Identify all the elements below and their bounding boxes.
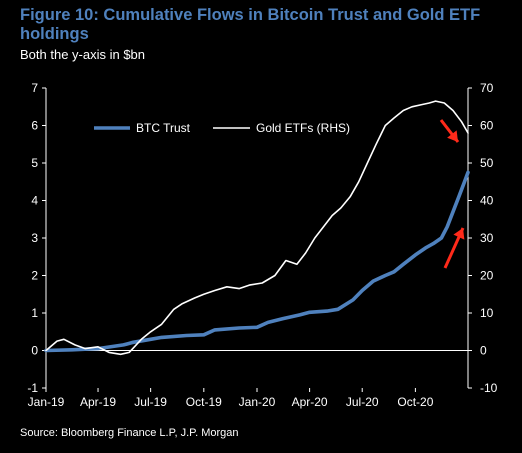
y-right-tick-label: 50 (480, 156, 494, 170)
y-right-tick-label: -10 (480, 381, 498, 395)
y-left-tick-label: 5 (31, 156, 38, 170)
chart-subtitle: Both the y-axis in $bn (20, 47, 146, 62)
x-tick-label: Oct-19 (186, 395, 222, 409)
x-tick-label: Jan-20 (239, 395, 276, 409)
y-left-tick-label: 6 (31, 119, 38, 133)
x-tick-label: Apr-19 (80, 395, 116, 409)
legend-label-btc: BTC Trust (136, 121, 191, 135)
y-left-tick-label: -1 (27, 381, 38, 395)
y-right-tick-label: 0 (480, 344, 487, 358)
x-tick-label: Apr-20 (292, 395, 328, 409)
legend-label-gold: Gold ETFs (RHS) (256, 121, 350, 135)
y-right-tick-label: 70 (480, 81, 494, 95)
arrow-gold-decline-head (447, 130, 458, 142)
y-left-tick-label: 4 (31, 194, 38, 208)
x-tick-label: Jul-19 (134, 395, 167, 409)
x-tick-label: Jul-20 (346, 395, 379, 409)
y-right-tick-label: 60 (480, 119, 494, 133)
source-note: Source: Bloomberg Finance L.P, J.P. Morg… (20, 427, 239, 439)
x-tick-label: Jan-19 (28, 395, 65, 409)
y-left-tick-label: 2 (31, 269, 38, 283)
y-right-tick-label: 30 (480, 231, 494, 245)
btc-trust-series-line (44, 170, 470, 353)
gold-etf-series-line (45, 100, 469, 356)
arrow-btc-rise-head (453, 228, 465, 240)
y-left-tick-label: 0 (31, 344, 38, 358)
x-tick-label: Oct-20 (397, 395, 433, 409)
y-left-tick-label: 3 (31, 231, 38, 245)
chart-title: Figure 10: Cumulative Flows in Bitcoin T… (20, 6, 481, 43)
y-left-tick-label: 1 (31, 306, 38, 320)
y-right-tick-label: 40 (480, 194, 494, 208)
y-left-tick-label: 7 (31, 81, 38, 95)
y-right-tick-label: 20 (480, 269, 494, 283)
y-right-tick-label: 10 (480, 306, 494, 320)
